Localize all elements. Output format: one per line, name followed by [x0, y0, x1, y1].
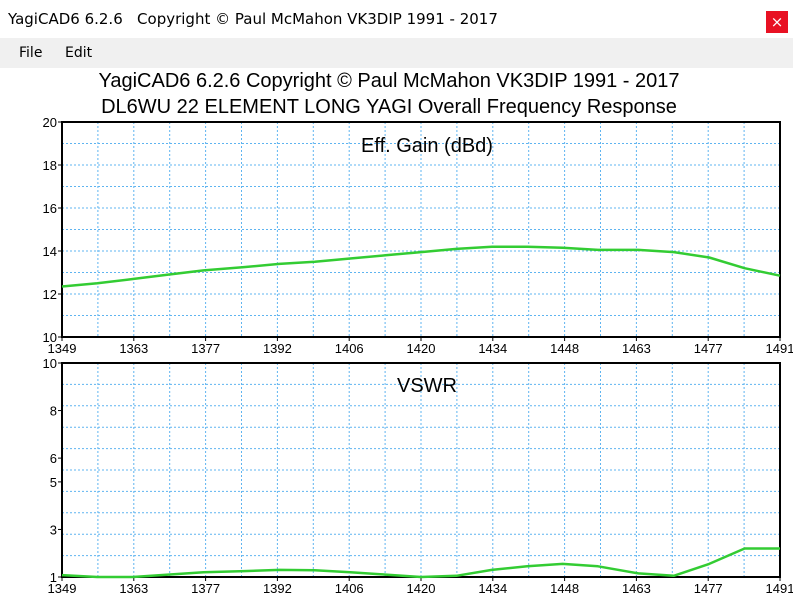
- panel2-xtick-label: 1420: [407, 581, 436, 596]
- panel2-ytick-label: 5: [50, 475, 57, 490]
- panel2-ytick-label: 8: [50, 404, 57, 419]
- panel2-xtick-label: 1491: [766, 581, 793, 596]
- panel2-xtick-label: 1377: [191, 581, 220, 596]
- panel2-ytick-label: 1: [50, 570, 57, 585]
- panel2-xtick-label: 1434: [478, 581, 507, 596]
- chart-title-line-2: DL6WU 22 ELEMENT LONG YAGI Overall Frequ…: [101, 96, 677, 118]
- panel2-xtick-label: 1363: [119, 581, 148, 596]
- menu-bar: File Edit: [0, 38, 793, 68]
- panel1-xtick-label: 1434: [478, 341, 507, 356]
- panel1-ytick-label: 20: [43, 115, 57, 130]
- panel1-ytick-label: 12: [43, 287, 57, 302]
- close-icon: ×: [770, 13, 784, 31]
- panel1-xtick-label: 1477: [694, 341, 723, 356]
- panel1-xtick-label: 1448: [550, 341, 579, 356]
- panel1-ytick-label: 10: [43, 330, 57, 345]
- close-button[interactable]: ×: [766, 11, 788, 33]
- panel1-ytick-label: 18: [43, 158, 57, 173]
- panel1-xtick-label: 1377: [191, 341, 220, 356]
- panel2-xtick-label: 1406: [335, 581, 364, 596]
- frequency-response-chart: YagiCAD6 6.2.6 Copyright © Paul McMahon …: [43, 70, 793, 596]
- panel1-xtick-label: 1406: [335, 341, 364, 356]
- window-title: YagiCAD6 6.2.6 Copyright © Paul McMahon …: [8, 10, 498, 28]
- panel1-xtick-label: 1349: [48, 341, 77, 356]
- panel2-xtick-label: 1477: [694, 581, 723, 596]
- menu-edit[interactable]: Edit: [65, 45, 93, 61]
- panel1-ytick-label: 16: [43, 201, 57, 216]
- menu-file[interactable]: File: [19, 45, 43, 61]
- chart-area: YagiCAD6 6.2.6 Copyright © Paul McMahon …: [0, 68, 793, 599]
- chart-title-line-1: YagiCAD6 6.2.6 Copyright © Paul McMahon …: [99, 70, 680, 92]
- panel2-ytick-label: 6: [50, 451, 57, 466]
- panel2-ytick-label: 10: [43, 356, 57, 371]
- panel2-xtick-label: 1349: [48, 581, 77, 596]
- panel2-inner-label: VSWR: [397, 375, 457, 397]
- window-titlebar: YagiCAD6 6.2.6 Copyright © Paul McMahon …: [0, 0, 793, 38]
- panel1-ytick-label: 14: [43, 244, 57, 259]
- panel1-xtick-label: 1420: [407, 341, 436, 356]
- panel1-xtick-label: 1392: [263, 341, 292, 356]
- panel1-xtick-label: 1491: [766, 341, 793, 356]
- panel2-xtick-label: 1392: [263, 581, 292, 596]
- panel2-xtick-label: 1448: [550, 581, 579, 596]
- panel2-xtick-label: 1463: [622, 581, 651, 596]
- panel1-inner-label: Eff. Gain (dBd): [361, 135, 493, 157]
- panel1-xtick-label: 1363: [119, 341, 148, 356]
- panel1-xtick-label: 1463: [622, 341, 651, 356]
- panel2-ytick-label: 3: [50, 522, 57, 537]
